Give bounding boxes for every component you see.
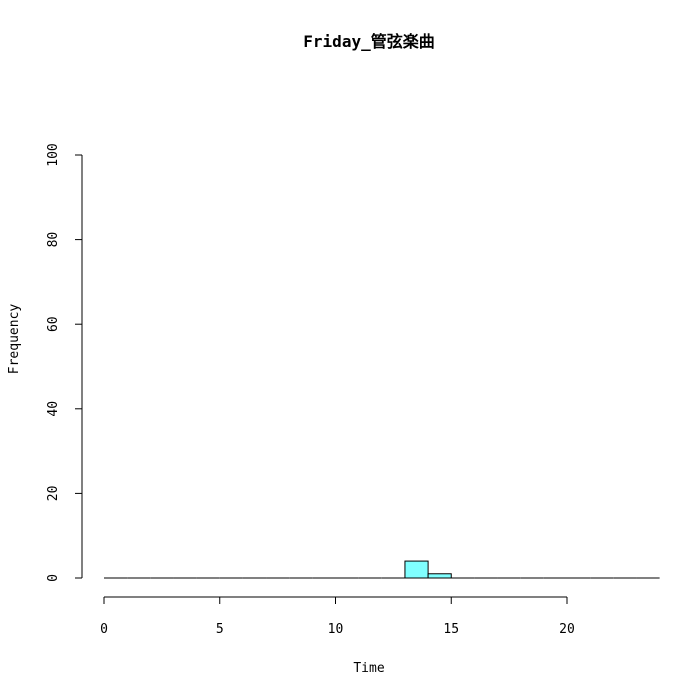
histogram-bar: [404, 560, 429, 579]
y-tick-label: 0: [46, 574, 61, 582]
y-tick-label: 20: [46, 486, 61, 502]
chart-title: Friday_管弦楽曲: [303, 32, 434, 51]
x-tick-label: 5: [216, 622, 224, 637]
x-axis-label: Time: [353, 661, 384, 676]
x-tick-label: 15: [443, 622, 459, 637]
y-tick-label: 80: [46, 232, 61, 248]
histogram-bar: [427, 573, 452, 579]
y-tick-label: 100: [46, 143, 61, 166]
y-axis-ticks: 0 20 40 60 80 100: [46, 143, 82, 582]
bars-layer: [104, 560, 660, 579]
y-tick-label: 60: [46, 316, 61, 332]
x-tick-label: 20: [559, 622, 575, 637]
x-tick-label: 10: [328, 622, 344, 637]
y-tick-label: 40: [46, 401, 61, 417]
y-axis-label: Frequency: [7, 304, 22, 375]
x-tick-label: 0: [100, 622, 108, 637]
x-axis-ticks: 0 5 10 15 20: [100, 597, 575, 637]
